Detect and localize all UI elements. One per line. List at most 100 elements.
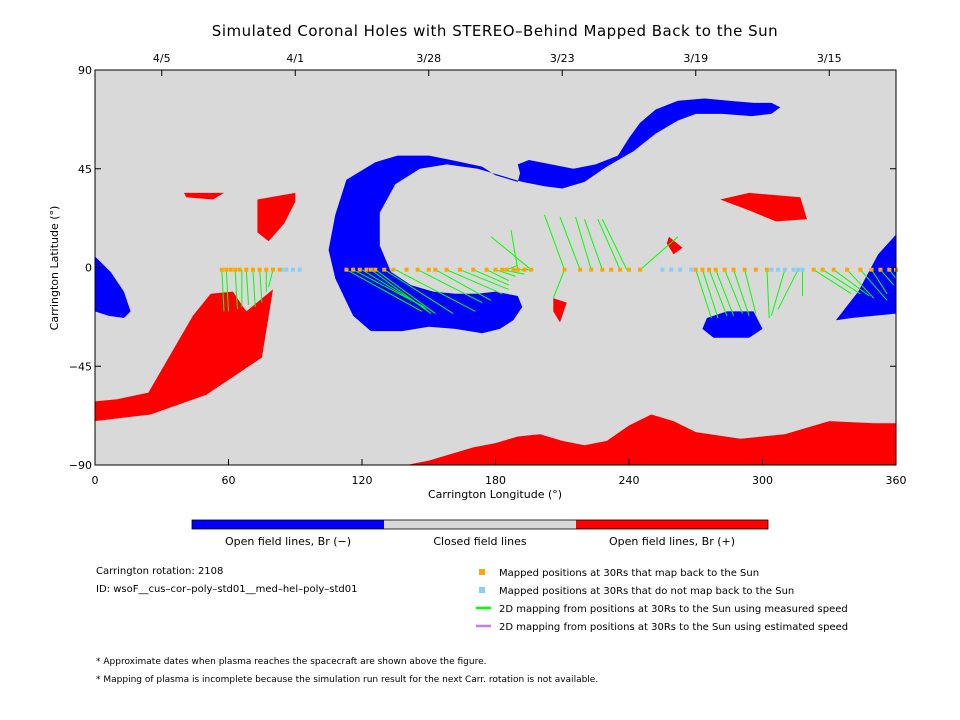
date-tick-label: 3/15 [817,52,842,65]
mapped-point [344,267,349,272]
date-tick-label: 3/28 [416,52,441,65]
positive-open-region-6 [553,298,567,323]
mapped-point [351,267,356,272]
unmapped-point [689,267,694,272]
mapped-point [433,267,438,272]
plot-area [94,69,898,466]
mapped-point [764,267,769,272]
measured-mapping-line [245,269,250,305]
x-tick-label: 300 [752,474,773,487]
legend-mapped-label: Mapped positions at 30Rs that map back t… [499,568,759,579]
mapped-point [811,267,816,272]
mapped-point [609,267,614,272]
mapped-point [257,267,262,272]
legend-unmapped-marker [479,587,485,593]
mapped-point [753,267,758,272]
x-tick-label: 180 [485,474,506,487]
positive-open-region-1 [95,414,896,465]
date-axis: 4/5 4/1 3/28 3/23 3/19 3/15 [153,52,842,76]
unmapped-point [678,267,683,272]
colorbar-neg [192,520,384,529]
measured-mapping-line [597,219,621,270]
positive-open-regions [95,192,896,465]
unmapped-point [800,267,805,272]
positive-open-region-2 [184,192,225,200]
mapped-point [219,267,224,272]
unmapped-point [291,267,296,272]
measured-mapping-line [234,269,238,310]
positive-open-region-3 [257,192,296,242]
measured-mapping-line [724,269,743,314]
run-id: ID: wsoF__cus–cor–poly–std01__med–hel–po… [96,584,358,595]
measured-mapping-line [252,269,256,308]
mapped-point [845,267,850,272]
measured-mapping-line [639,236,679,271]
measured-mapping-line [770,269,786,316]
mapped-point [887,267,892,272]
mapped-point [693,267,698,272]
mapped-point [713,267,718,272]
mapped-point [522,267,527,272]
y-tick-label: 0 [85,262,92,275]
mapped-point [515,267,520,272]
measured-mapping-line [715,269,735,316]
mapped-point [233,267,238,272]
measured-mapping-line [446,269,503,295]
mapped-point [224,267,229,272]
date-tick-label: 3/19 [683,52,708,65]
mapping-lines [221,214,897,319]
measured-mapping-line [268,269,274,288]
y-axis-label: Carrington Latitude (°) [48,206,61,331]
mapped-point [368,267,373,272]
mapped-points [219,267,898,272]
note-incomplete: * Mapping of plasma is incomplete becaus… [96,675,599,685]
mapped-point [731,267,736,272]
measured-mapping-line [559,216,581,270]
mapped-point [742,267,747,272]
measured-mapping-line [833,269,870,297]
measured-mapping-line [601,219,628,270]
measured-mapping-line [777,269,799,310]
measured-mapping-line [495,269,516,277]
measured-mapping-line [417,269,483,304]
legend-mapped-marker [479,569,485,575]
mapped-point [391,267,396,272]
measured-mapping-line [459,269,510,290]
unmapped-point [279,267,284,272]
mapped-point [457,267,462,272]
x-axis-label: Carrington Longitude (°) [428,488,562,501]
mapped-point [858,267,863,272]
mapped-point [638,267,643,272]
measured-mapping-line [346,269,423,312]
measured-mapping-line [552,269,565,299]
legend-estimated-label: 2D mapping from positions at 30Rs to the… [499,622,848,633]
measured-mapping-line [543,214,565,270]
negative-open-regions [95,98,896,338]
y-tick-label: 45 [78,163,92,176]
unmapped-point [769,267,774,272]
mapped-point [504,267,509,272]
mapped-point [578,267,583,272]
unmapped-point [776,267,781,272]
measured-mapping-line [766,269,770,318]
mapped-point [250,267,255,272]
colorbar-closed [384,520,576,529]
y-tick-label: −45 [69,360,92,373]
unmapped-point [660,267,665,272]
mapped-point [618,267,623,272]
measured-mapping-line [435,269,492,301]
measured-mapping-line [860,269,888,301]
negative-open-region-0 [328,98,781,334]
measured-mapping-line [395,269,476,312]
measured-mapping-line [708,269,728,316]
unmapped-point [669,267,674,272]
mapped-point [426,267,431,272]
positive-open-region-0 [95,289,273,422]
chart-title: Simulated Coronal Holes with STEREO–Behi… [212,22,778,40]
mapped-point [600,267,605,272]
x-tick-label: 240 [619,474,640,487]
mapped-point [382,267,387,272]
measured-mapping-line [695,269,712,319]
measured-mapping-line [846,269,875,299]
